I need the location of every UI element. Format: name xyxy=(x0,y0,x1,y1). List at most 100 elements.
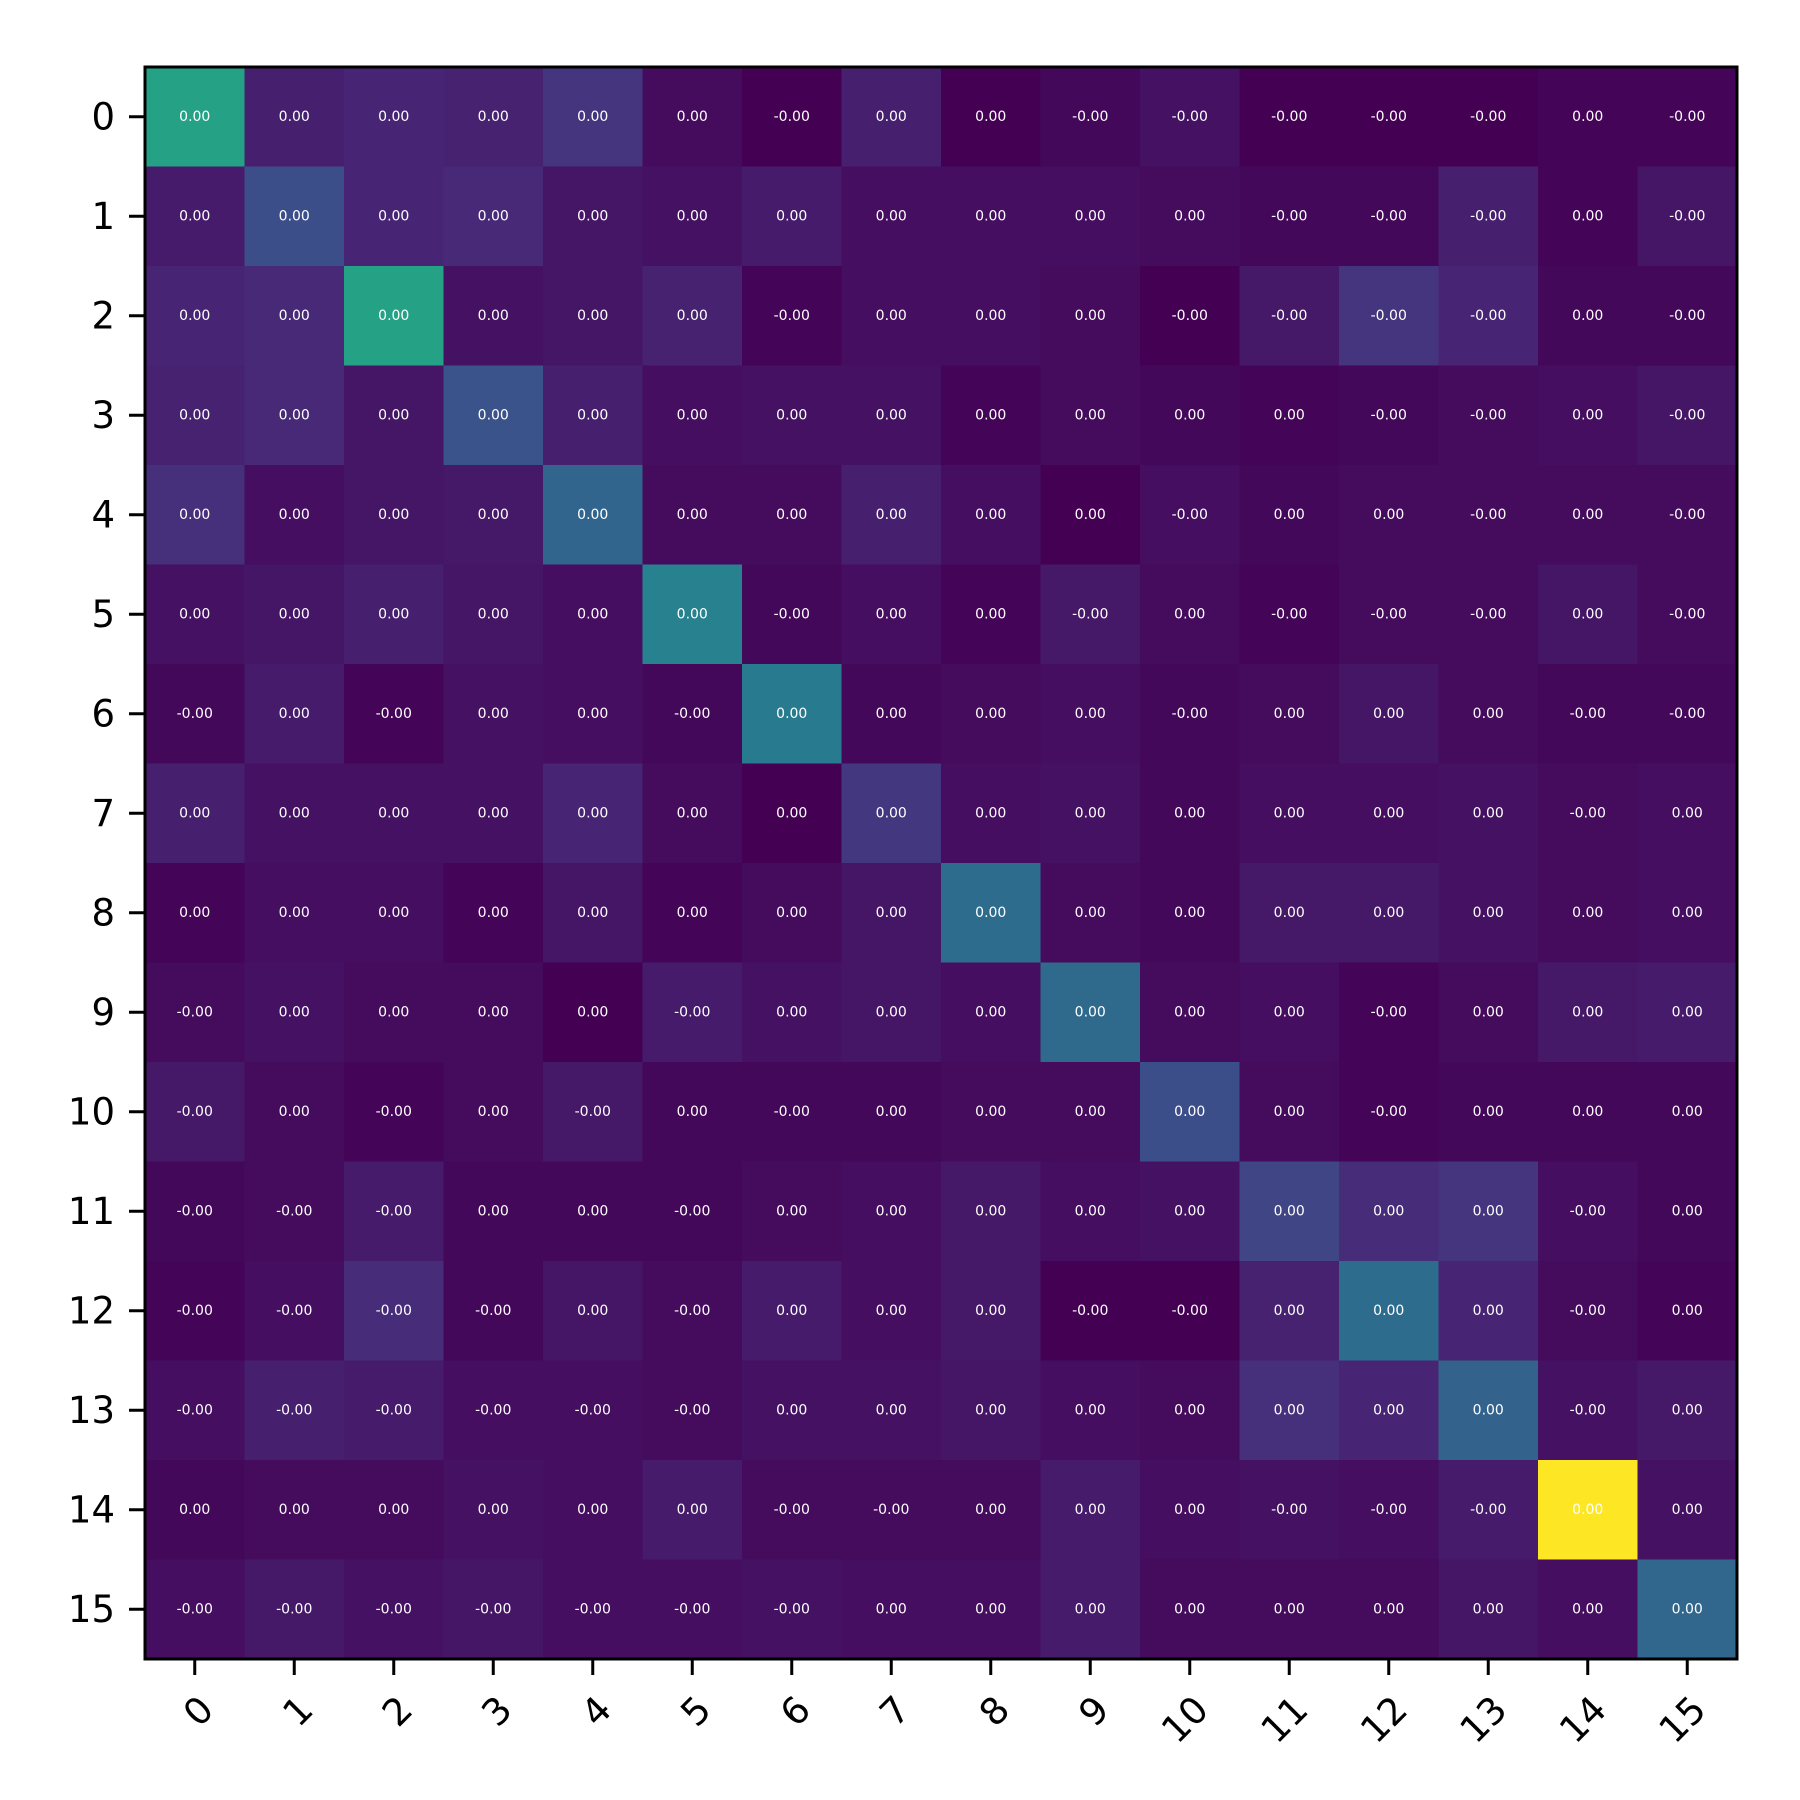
heatmap-cell-8-10 xyxy=(1140,863,1240,963)
heatmap-cell-11-12 xyxy=(1339,1161,1439,1262)
heatmap-cell-13-8 xyxy=(941,1360,1041,1461)
cell-value-label: -0.00 xyxy=(177,1402,213,1418)
heatmap-cell-3-8 xyxy=(941,365,1041,466)
heatmap-cell-7-9 xyxy=(1040,763,1141,864)
cell-value-label: -0.00 xyxy=(177,1303,213,1319)
heatmap-cell-0-4 xyxy=(543,67,643,167)
heatmap-cell-10-15 xyxy=(1637,1062,1738,1162)
y-tick-label: 0 xyxy=(91,95,115,138)
cell-value-label: -0.00 xyxy=(774,1601,810,1617)
heatmap-cell-6-15 xyxy=(1637,664,1738,764)
cell-value-label: 0.00 xyxy=(1075,706,1106,722)
cell-value-label: 0.00 xyxy=(1274,1104,1305,1120)
heatmap-cell-12-15 xyxy=(1637,1261,1738,1361)
heatmap-cell-11-6 xyxy=(742,1161,842,1262)
heatmap-cell-4-8 xyxy=(941,465,1041,565)
cell-value-label: 0.00 xyxy=(279,208,310,224)
y-tick-label: 8 xyxy=(91,891,115,934)
heatmap-cell-4-13 xyxy=(1438,465,1539,565)
cell-value-label: 0.00 xyxy=(876,1203,907,1219)
heatmap-cell-5-11 xyxy=(1239,564,1340,665)
cell-value-label: -0.00 xyxy=(674,1303,710,1319)
cell-value-label: -0.00 xyxy=(1470,1502,1506,1518)
cell-value-label: 0.00 xyxy=(677,109,708,125)
heatmap-cell-12-8 xyxy=(941,1261,1041,1361)
cell-value-label: 0.00 xyxy=(1274,905,1305,921)
cell-value-label: 0.00 xyxy=(279,905,310,921)
heatmap-cell-9-5 xyxy=(642,962,743,1063)
cell-value-label: 0.00 xyxy=(179,109,210,125)
cell-value-label: -0.00 xyxy=(1470,208,1506,224)
cell-value-label: 0.00 xyxy=(478,208,509,224)
cell-value-label: 0.00 xyxy=(975,407,1006,423)
cell-value-label: 0.00 xyxy=(975,1104,1006,1120)
heatmap-cell-5-2 xyxy=(344,564,444,665)
heatmap-cell-3-1 xyxy=(244,365,345,466)
heatmap-cell-4-11 xyxy=(1239,465,1340,565)
heatmap-cell-5-6 xyxy=(742,564,842,665)
heatmap-cell-9-10 xyxy=(1140,962,1240,1063)
heatmap-cell-0-6 xyxy=(742,67,842,167)
cell-value-label: 0.00 xyxy=(1274,507,1305,523)
cell-value-label: 0.00 xyxy=(1473,1004,1504,1020)
heatmap-cell-9-2 xyxy=(344,962,444,1063)
cell-value-label: 0.00 xyxy=(1572,1502,1603,1518)
heatmap-cell-15-5 xyxy=(642,1559,743,1660)
cell-value-label: 0.00 xyxy=(1373,805,1404,821)
heatmap-cell-15-1 xyxy=(244,1559,345,1660)
cell-value-label: 0.00 xyxy=(1373,706,1404,722)
x-axis: 0 1 2 3 4 5 6 7 8 9 10 11 12 13 14 15 xyxy=(175,1659,1714,1752)
cell-value-label: -0.00 xyxy=(1072,1303,1108,1319)
heatmap-cell-8-7 xyxy=(841,863,942,963)
heatmap-cell-11-8 xyxy=(941,1161,1041,1262)
y-tick-label: 15 xyxy=(68,1588,115,1631)
cell-value-label: 0.00 xyxy=(1274,1402,1305,1418)
cell-value-label: 0.00 xyxy=(279,1502,310,1518)
heatmap-cell-7-11 xyxy=(1239,763,1340,864)
cell-value-label: 0.00 xyxy=(677,606,708,622)
y-tick-label: 1 xyxy=(91,195,115,238)
cell-value-label: -0.00 xyxy=(1371,109,1407,125)
cell-value-label: -0.00 xyxy=(1570,1402,1606,1418)
cell-value-label: 0.00 xyxy=(975,1303,1006,1319)
x-tick-label: 13 xyxy=(1452,1688,1516,1752)
heatmap-cell-11-15 xyxy=(1637,1161,1738,1262)
heatmap-cell-1-6 xyxy=(742,166,842,267)
heatmap-cell-9-0 xyxy=(145,962,245,1063)
cell-value-label: 0.00 xyxy=(1075,308,1106,324)
heatmap-cell-10-12 xyxy=(1339,1062,1439,1162)
cell-value-label: -0.00 xyxy=(1271,109,1307,125)
cell-value-label: 0.00 xyxy=(378,507,409,523)
heatmap-cell-11-2 xyxy=(344,1161,444,1262)
cell-value-label: 0.00 xyxy=(1075,1203,1106,1219)
cell-value-label: 0.00 xyxy=(677,407,708,423)
heatmap-cell-2-11 xyxy=(1239,266,1340,366)
cell-value-label: 0.00 xyxy=(1075,1104,1106,1120)
y-tick-label: 3 xyxy=(91,394,115,437)
cell-value-label: 0.00 xyxy=(1373,905,1404,921)
heatmap-cell-14-8 xyxy=(941,1460,1041,1560)
heatmap-cell-0-15 xyxy=(1637,67,1738,167)
heatmap-cell-3-9 xyxy=(1040,365,1141,466)
cell-value-label: 0.00 xyxy=(478,905,509,921)
heatmap-cell-9-1 xyxy=(244,962,345,1063)
cell-value-label: 0.00 xyxy=(1373,1601,1404,1617)
cell-value-label: 0.00 xyxy=(378,1502,409,1518)
cell-value-label: -0.00 xyxy=(674,706,710,722)
cell-value-label: 0.00 xyxy=(1572,1104,1603,1120)
y-tick-label: 6 xyxy=(91,692,115,735)
cell-value-label: -0.00 xyxy=(1470,606,1506,622)
heatmap-cell-8-3 xyxy=(443,863,544,963)
heatmap-cell-5-4 xyxy=(543,564,643,665)
heatmap-cell-13-5 xyxy=(642,1360,743,1461)
heatmap-cell-1-10 xyxy=(1140,166,1240,267)
cell-value-label: -0.00 xyxy=(1570,1303,1606,1319)
heatmap-cell-10-5 xyxy=(642,1062,743,1162)
heatmap-cell-1-14 xyxy=(1538,166,1638,267)
cell-value-label: -0.00 xyxy=(1570,706,1606,722)
heatmap-cell-0-5 xyxy=(642,67,743,167)
cell-value-label: 0.00 xyxy=(179,407,210,423)
cell-value-label: 0.00 xyxy=(975,706,1006,722)
cell-value-label: 0.00 xyxy=(1075,1502,1106,1518)
cell-value-label: 0.00 xyxy=(975,1004,1006,1020)
